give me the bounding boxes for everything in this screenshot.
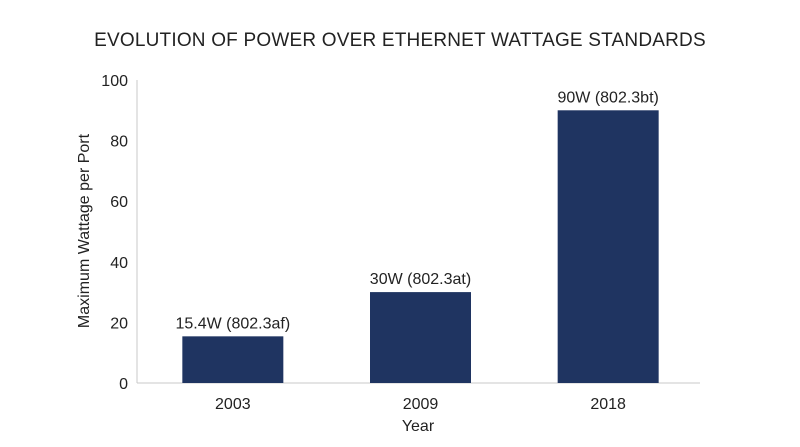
- bar-2003: [182, 336, 284, 383]
- x-tick-label-2003: 2003: [215, 396, 251, 413]
- y-tick-label: 20: [110, 315, 128, 332]
- y-tick-label: 60: [110, 194, 128, 211]
- y-axis-title: Maximum Wattage per Port: [76, 133, 93, 328]
- bar-2018: [557, 110, 659, 384]
- bars: 15.4W (802.3af) 30W (802.3at) 90W (802.3bt…: [175, 89, 659, 384]
- chart-title: EVOLUTION OF POWER OVER ETHERNET WATTAGE…: [94, 30, 706, 51]
- y-tick-label: 0: [119, 376, 128, 393]
- y-tick-label: 40: [110, 255, 128, 272]
- x-tick-label-2009: 2009: [403, 396, 439, 413]
- y-tick-label: 100: [101, 73, 128, 90]
- x-axis-ticks: 2003 2009 2018: [215, 396, 626, 413]
- x-axis-title: Year: [402, 418, 435, 435]
- y-tick-label: 80: [110, 134, 128, 151]
- x-tick-label-2018: 2018: [590, 396, 626, 413]
- data-label-2003: 15.4W (802.3af): [175, 315, 290, 332]
- data-label-2009: 30W (802.3at): [370, 271, 471, 288]
- bar-2009: [370, 292, 471, 383]
- data-label-2018: 90W (802.3bt): [557, 89, 658, 106]
- y-axis-ticks: 0 20 40 60 80 100: [101, 73, 128, 393]
